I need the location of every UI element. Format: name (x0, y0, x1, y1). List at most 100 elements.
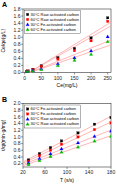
fit-line (23, 45, 111, 73)
x-tick-label: 180 (107, 169, 116, 175)
data-point (110, 116, 111, 118)
data-point (106, 17, 108, 19)
data-point (93, 135, 96, 138)
y-tick (21, 23, 23, 24)
data-point (49, 146, 51, 148)
data-point (106, 35, 109, 38)
plot-data (23, 116, 111, 166)
y-tick-label: 1.6 (14, 13, 21, 19)
legend-label: 60°C Fe-activated carbon (31, 27, 76, 32)
y-tick-label: 1.0 (14, 34, 21, 40)
legend: 60°C Fe-activated carbon30°C Fe-activate… (25, 105, 81, 128)
fit-line (23, 22, 111, 72)
data-point (73, 58, 76, 61)
legend-marker (26, 117, 29, 120)
fit-line (23, 40, 111, 72)
data-point (31, 69, 34, 72)
x-axis-label: Ce(mg/L) (57, 82, 78, 88)
y-tick-label: 1.8 (14, 6, 21, 12)
y-tick-label: 1.2 (14, 27, 21, 33)
data-point (60, 147, 63, 150)
y-tick (21, 116, 23, 117)
y-tick (21, 51, 23, 52)
legend-marker (26, 23, 29, 26)
y-tick-label: 0.4 (14, 55, 21, 61)
data-point (76, 141, 79, 144)
data-point (49, 155, 52, 158)
data-point (77, 136, 79, 138)
data-point (27, 163, 30, 166)
x-tick-label: 150 (70, 75, 79, 81)
y-tick-label: 0.8 (14, 41, 21, 47)
data-point (60, 140, 62, 142)
data-point (93, 139, 96, 142)
y-axis-label: Ce/qe(g/L) (0, 29, 6, 53)
panel-title: A (2, 1, 7, 8)
x-tick-label: 250 (104, 75, 113, 81)
y-tick-label: 0.6 (14, 48, 21, 54)
data-point (31, 69, 34, 72)
data-point (56, 64, 59, 67)
y-axis-label: t/qt(min·g/mg) (0, 119, 6, 150)
legend-frame (25, 11, 81, 34)
x-tick-label: 60 (42, 169, 48, 175)
x-axis-label: T (s/s) (60, 177, 74, 183)
x-tick-label: 200 (87, 75, 96, 81)
legend-marker (26, 13, 28, 15)
x-tick-label: 140 (85, 169, 94, 175)
y-tick-label: 1.0 (14, 134, 21, 140)
data-point (76, 145, 79, 148)
y-tick (21, 123, 23, 124)
legend-marker (26, 18, 28, 20)
panel-title: B (2, 96, 7, 103)
legend-label: 30°C Raw activated carbon (31, 121, 80, 126)
data-point (110, 122, 111, 124)
data-point (93, 128, 95, 130)
data-point (26, 70, 29, 72)
data-point (109, 129, 111, 132)
y-tick-label: 1.8 (14, 107, 21, 113)
y-tick-label: 0.8 (14, 140, 21, 146)
fit-line (23, 122, 111, 163)
legend-marker (26, 122, 29, 125)
x-tick-label: 0 (23, 75, 26, 81)
x-tick-label: 50 (38, 75, 44, 81)
legend-marker (26, 113, 28, 115)
y-tick (21, 163, 23, 164)
y-tick-label: 1.6 (14, 114, 21, 120)
data-point (106, 20, 108, 22)
y-tick (21, 143, 23, 144)
data-point (40, 67, 43, 70)
y-tick (21, 16, 23, 17)
plot-data (23, 17, 111, 73)
figure: A0501001502002500.00.20.40.60.81.01.21.4… (0, 0, 117, 189)
y-tick-label: 0.2 (14, 160, 21, 166)
data-point (77, 132, 79, 134)
y-tick-label: 1.2 (14, 127, 21, 133)
data-point (109, 135, 111, 138)
y-tick (21, 110, 23, 111)
data-point (93, 123, 95, 125)
x-tick-label: 20 (20, 169, 26, 175)
data-point (27, 70, 29, 72)
legend-marker (26, 108, 28, 110)
y-tick-label: 0.4 (14, 154, 21, 160)
data-point (89, 52, 92, 55)
y-tick (21, 72, 23, 73)
fit-line (23, 116, 111, 162)
x-tick-label: 100 (63, 169, 72, 175)
x-tick-label: 100 (54, 75, 63, 81)
data-point (60, 150, 63, 153)
data-point (40, 68, 43, 71)
legend-frame (25, 105, 81, 128)
y-tick (21, 156, 23, 157)
legend-marker (26, 28, 29, 31)
data-point (27, 70, 29, 72)
y-tick (21, 65, 23, 66)
data-point (106, 40, 109, 43)
y-tick (21, 44, 23, 45)
y-tick-label: 2.0 (14, 100, 21, 106)
plot-frame (23, 104, 111, 168)
data-point (57, 58, 59, 60)
y-tick (21, 9, 23, 10)
